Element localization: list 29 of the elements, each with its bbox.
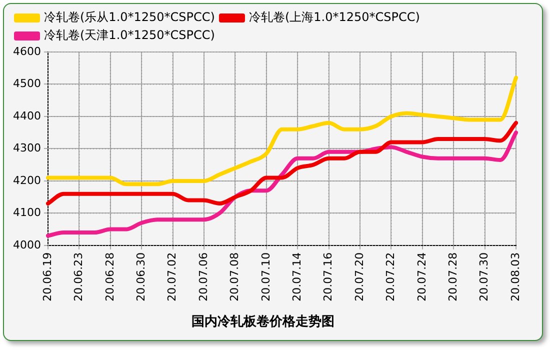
x-tick-label: 20.07.20 bbox=[352, 252, 366, 302]
x-tick-label: 20.07.08 bbox=[228, 252, 242, 302]
x-tick-label: 20.07.28 bbox=[446, 252, 460, 302]
y-tick-label: 4400 bbox=[12, 109, 41, 122]
x-tick-label: 20.06.28 bbox=[103, 252, 116, 302]
text: 国内冷轧板卷价格走势图 bbox=[192, 314, 334, 330]
y-tick-label: 4100 bbox=[12, 206, 41, 220]
x-tick-label: 20.07.24 bbox=[415, 252, 428, 302]
x-tick-label: 20.06.23 bbox=[72, 252, 86, 302]
y-tick-label: 4200 bbox=[12, 174, 41, 187]
x-tick-label: 20.06.19 bbox=[40, 252, 54, 302]
legend-label: 冷轧卷(天津1.0*1250*CSPCC) bbox=[44, 28, 215, 42]
x-tick-label: 20.07.10 bbox=[259, 252, 272, 302]
x-tick-label: 20.07.02 bbox=[166, 252, 179, 302]
y-tick-label: 4600 bbox=[12, 44, 41, 58]
y-tick-label: 4300 bbox=[12, 142, 41, 155]
line-series bbox=[46, 120, 518, 206]
legend-label: 冷轧卷(乐从1.0*1250*CSPCC) bbox=[44, 10, 215, 24]
x-tick-label: 20.07.22 bbox=[384, 252, 398, 302]
y-tick-label: 4500 bbox=[12, 77, 41, 90]
x-tick-label: 20.07.30 bbox=[478, 252, 491, 302]
x-tick-label: 20.07.14 bbox=[290, 252, 304, 302]
legend-label: 冷轧卷(上海1.0*1250*CSPCC) bbox=[248, 10, 420, 24]
line-series bbox=[46, 76, 518, 186]
x-tick-label: 20.07.06 bbox=[196, 252, 210, 302]
x-tick-label: 20.07.16 bbox=[322, 252, 335, 302]
x-tick-label: 20.08.03 bbox=[508, 252, 522, 302]
y-tick-label: 4000 bbox=[12, 238, 41, 252]
x-tick-label: 20.06.30 bbox=[134, 252, 148, 302]
